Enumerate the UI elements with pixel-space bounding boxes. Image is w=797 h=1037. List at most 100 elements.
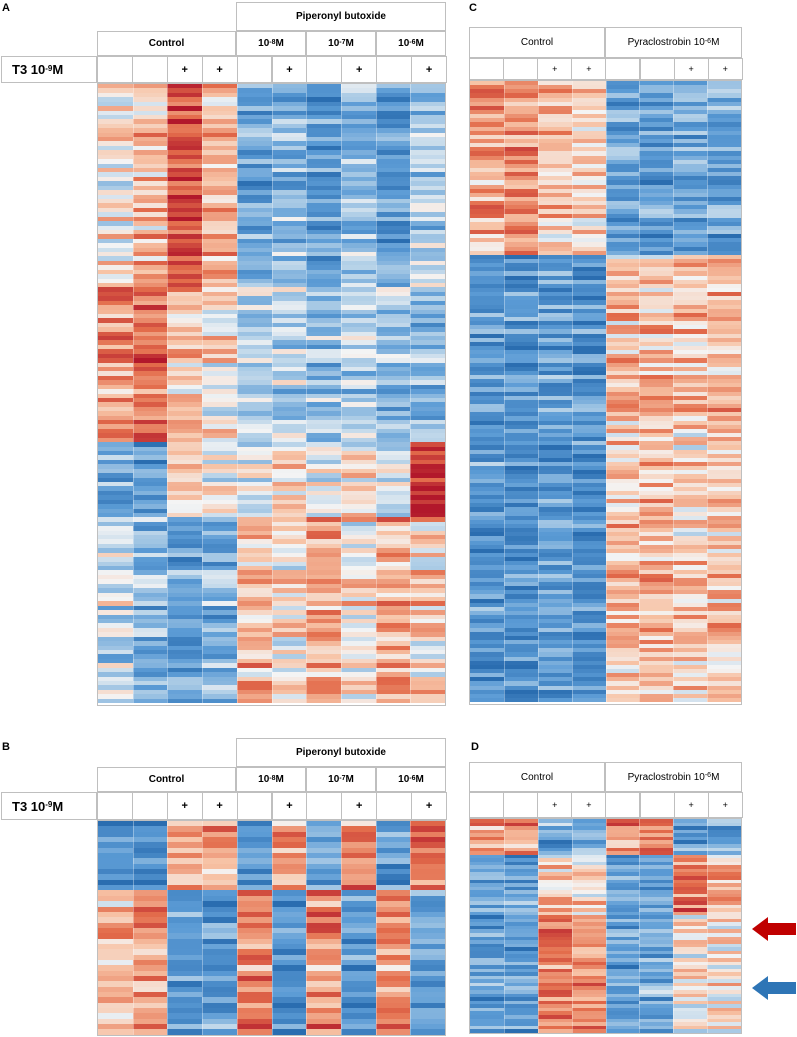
heatmap-cell xyxy=(167,282,203,288)
heatmap-cell xyxy=(132,411,168,416)
heatmap-cell xyxy=(470,416,505,421)
heatmap-cell xyxy=(167,97,203,102)
heatmap-cell xyxy=(236,176,272,182)
heatmap-cell xyxy=(537,697,573,703)
heatmap-cell xyxy=(306,358,342,363)
heatmap-cell xyxy=(537,515,573,520)
heatmap-cell xyxy=(410,203,445,208)
heatmap-cell xyxy=(537,553,573,558)
treatment-cell: + xyxy=(571,792,607,818)
heatmap-cell xyxy=(340,1018,377,1025)
heatmap-cell xyxy=(503,933,539,937)
heatmap-cell xyxy=(306,619,342,624)
heatmap-cell xyxy=(410,521,445,527)
heatmap-cell xyxy=(470,829,505,834)
heatmap-cell xyxy=(132,911,168,918)
heatmap-cell xyxy=(236,663,272,668)
heatmap-cell xyxy=(167,176,203,182)
heatmap-cell xyxy=(340,592,377,597)
heatmap-cell xyxy=(639,940,674,944)
heatmap-cell xyxy=(503,424,539,429)
heatmap-cell xyxy=(410,623,445,628)
heatmap-cell xyxy=(132,654,168,659)
heatmap-cell xyxy=(673,826,708,830)
heatmap-cell xyxy=(707,836,741,841)
heatmap-cell xyxy=(98,278,134,283)
heatmap-cell xyxy=(605,886,640,891)
heatmap-cell xyxy=(537,925,573,930)
heatmap-cell xyxy=(605,635,640,640)
heatmap-cell xyxy=(98,172,134,177)
heatmap-cell xyxy=(202,645,238,650)
heatmap-cell xyxy=(340,265,377,270)
heatmap-cell xyxy=(132,287,168,292)
heatmap-cell xyxy=(167,123,203,129)
heatmap-cell xyxy=(340,1029,377,1035)
heatmap-cell xyxy=(167,954,203,960)
heatmap-cell xyxy=(167,110,203,115)
heatmap-cell xyxy=(132,874,168,880)
heatmap-cell xyxy=(340,650,377,655)
heatmap-cell xyxy=(537,957,573,962)
heatmap-cell xyxy=(503,652,539,657)
heatmap-cell xyxy=(470,615,505,620)
heatmap-cell xyxy=(98,477,134,482)
treatment-cell xyxy=(639,792,675,818)
heatmap-cell xyxy=(470,238,505,243)
heatmap-cell xyxy=(167,344,203,350)
heatmap-cell xyxy=(375,190,411,195)
heatmap-cell xyxy=(375,358,411,363)
heatmap-cell xyxy=(410,190,445,195)
heatmap-cell xyxy=(167,278,203,283)
heatmap-cell xyxy=(167,922,203,928)
heatmap-cell xyxy=(537,259,573,264)
heatmap-cell xyxy=(167,959,203,966)
heatmap-cell xyxy=(167,895,203,902)
heatmap-cell xyxy=(306,557,342,562)
heatmap-cell xyxy=(306,539,342,544)
heatmap-cell xyxy=(375,336,411,341)
heatmap-cell xyxy=(639,333,674,338)
heatmap-cell xyxy=(571,826,606,830)
heatmap-cell xyxy=(503,391,539,396)
heatmap-cell xyxy=(537,997,573,1001)
heatmap-cell xyxy=(537,474,573,479)
heatmap-cell xyxy=(537,499,573,504)
heatmap-cell xyxy=(707,947,741,951)
heatmap-cell xyxy=(673,449,708,454)
heatmap-cell xyxy=(571,333,606,338)
heatmap-cell xyxy=(707,354,741,359)
heatmap-cell xyxy=(470,486,505,491)
heatmap-cell xyxy=(167,415,203,421)
heatmap-cell xyxy=(375,650,411,655)
heatmap-cell xyxy=(306,561,342,566)
heatmap-cell xyxy=(537,606,573,611)
heatmap-cell xyxy=(571,997,606,1001)
heatmap-cell xyxy=(470,337,505,342)
heatmap-cell xyxy=(470,961,505,966)
heatmap-cell xyxy=(202,234,238,239)
heatmap-cell xyxy=(605,1004,640,1008)
heatmap-cell xyxy=(639,155,674,160)
heatmap-cell xyxy=(639,329,674,334)
heatmap-cell xyxy=(605,652,640,657)
heatmap-cell xyxy=(503,569,539,574)
heatmap-cell xyxy=(537,922,573,926)
heatmap-cell xyxy=(707,897,741,901)
heatmap-cell xyxy=(503,304,539,309)
heatmap-cell xyxy=(236,847,272,854)
treatment-cell xyxy=(306,56,343,83)
heatmap-cell xyxy=(236,216,272,222)
heatmap-cell xyxy=(470,577,505,583)
heatmap-cell xyxy=(537,975,573,980)
heatmap-cell xyxy=(673,474,708,479)
heatmap-cell xyxy=(98,428,134,434)
heatmap-cell xyxy=(132,959,168,966)
heatmap-cell xyxy=(202,619,238,624)
heatmap-cell xyxy=(98,526,134,531)
heatmap-cell xyxy=(537,689,573,694)
heatmap-cell xyxy=(605,101,640,106)
heatmap-cell xyxy=(537,635,573,640)
heatmap-cell xyxy=(673,366,708,371)
heatmap-cell xyxy=(470,230,505,235)
